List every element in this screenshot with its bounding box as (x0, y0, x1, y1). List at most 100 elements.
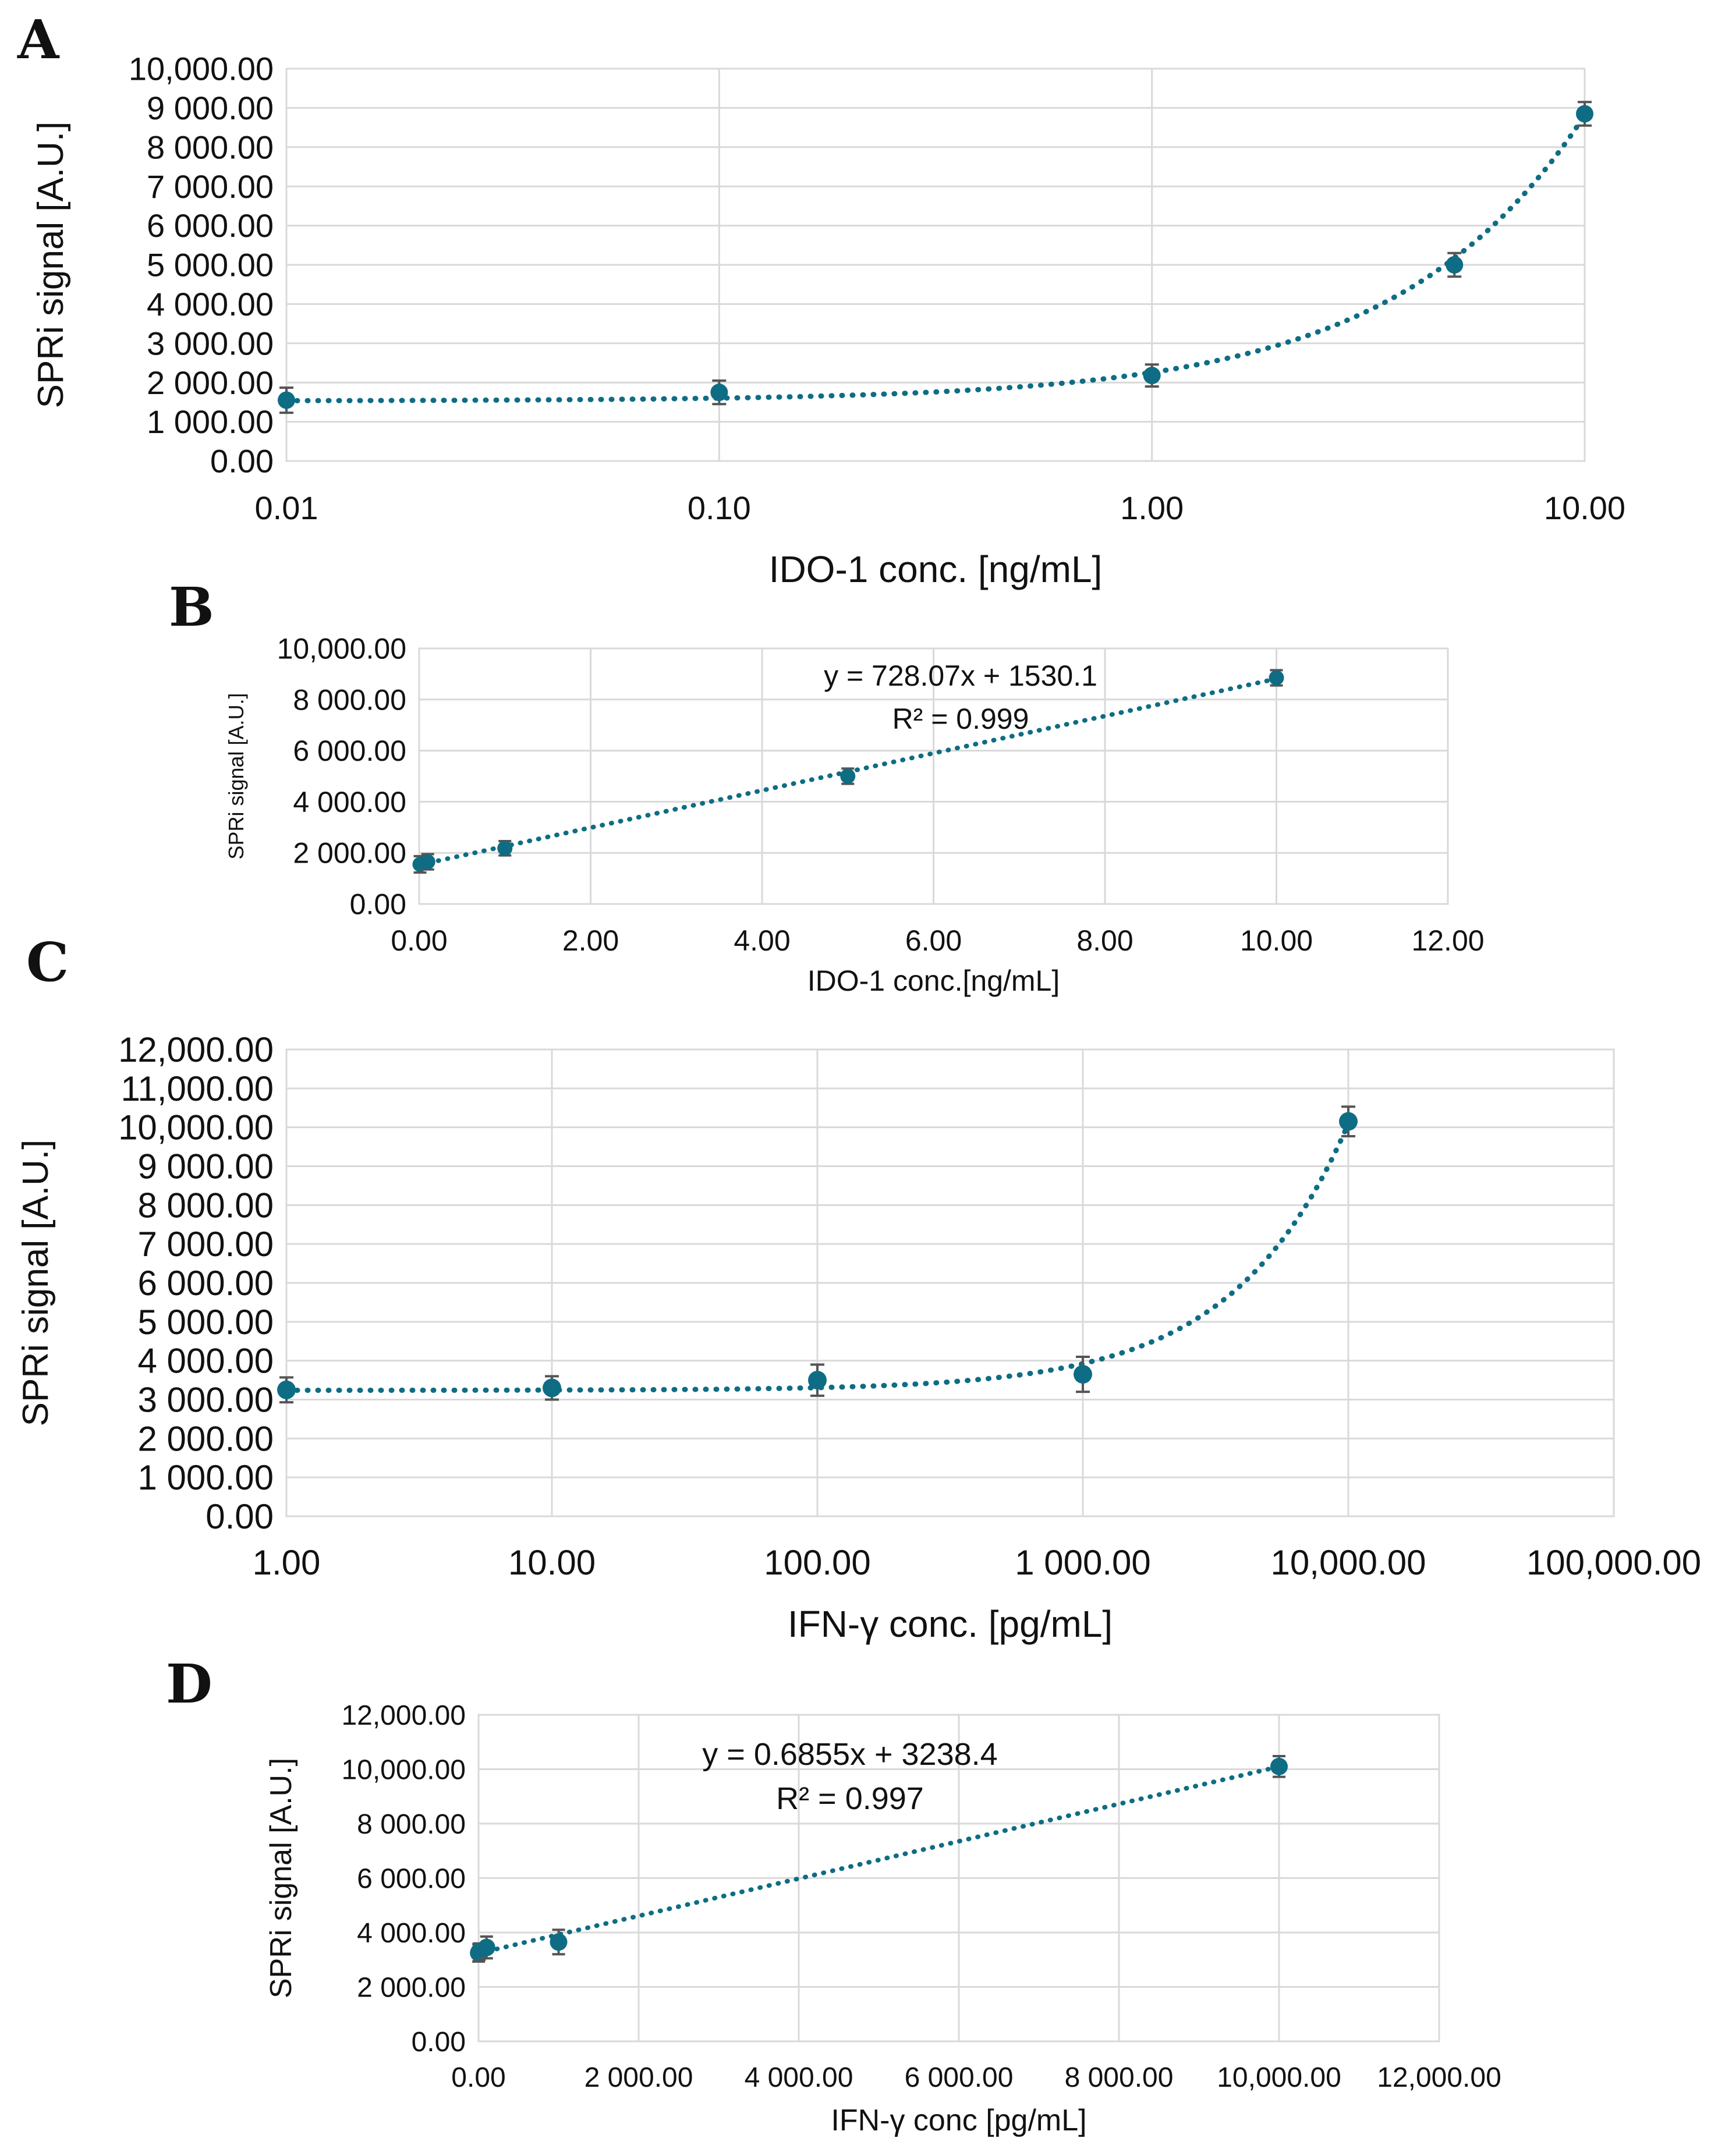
data-point (543, 1378, 561, 1398)
data-point (808, 1371, 827, 1390)
x-tick-label: 0.00 (451, 2062, 505, 2093)
x-axis-label: IFN-γ conc. [pg/mL] (788, 1603, 1113, 1645)
x-tick-label: 1 000.00 (1015, 1543, 1151, 1582)
data-point (840, 768, 856, 784)
data-point (420, 854, 435, 870)
plot-frame (477, 1714, 1440, 2042)
x-tick-label: 6 000.00 (905, 2062, 1014, 2093)
y-axis-label: SPRi signal [A.U.] (264, 1758, 298, 1998)
y-tick-label: 7 000.00 (147, 168, 274, 205)
data-point (497, 841, 513, 856)
x-tick-label: 0.10 (688, 490, 751, 526)
trendline (476, 1764, 1281, 1956)
panel-label-group: A B C D (17, 8, 214, 1715)
y-tick-label: 6 000.00 (293, 735, 406, 767)
y-tick-label: 7 000.00 (137, 1225, 274, 1264)
y-tick-label: 6 000.00 (137, 1264, 274, 1303)
x-tick-label: 10.00 (508, 1543, 596, 1582)
x-axis-label: IFN-γ conc [pg/mL] (831, 2104, 1086, 2137)
y-tick-label: 9 000.00 (137, 1147, 274, 1186)
x-tick-label: 2.00 (562, 924, 619, 957)
x-tick-label: 8.00 (1076, 924, 1133, 957)
chart-a: 0.001 000.002 000.003 000.004 000.005 00… (31, 51, 1625, 590)
y-tick-label: 4 000.00 (137, 1342, 274, 1381)
r-squared-label: R² = 0.997 (776, 1781, 924, 1816)
trendline-equation: y = 728.07x + 1530.1 (824, 659, 1097, 692)
y-tick-label: 4 000.00 (293, 786, 406, 818)
x-tick-label: 10,000.00 (1217, 2062, 1341, 2093)
y-axis-label: SPRi signal [A.U.] (224, 693, 248, 859)
x-tick-label: 1.00 (253, 1543, 321, 1582)
y-tick-label: 10,000.00 (277, 633, 406, 665)
y-tick-label: 3 000.00 (147, 325, 274, 361)
x-tick-label: 10,000.00 (1271, 1543, 1426, 1582)
x-tick-label: 4 000.00 (745, 2062, 853, 2093)
data-point (710, 384, 728, 402)
panel-label-c: C (26, 931, 69, 994)
y-tick-label: 10,000.00 (341, 1754, 466, 1785)
data-point (550, 1933, 568, 1951)
data-point (1576, 105, 1593, 123)
y-tick-label: 12,000.00 (341, 1700, 466, 1731)
data-point (1143, 367, 1161, 385)
y-axis-label: SPRi signal [A.U.] (31, 122, 71, 409)
y-tick-label: 8 000.00 (147, 129, 274, 165)
x-tick-label: 10.00 (1544, 490, 1625, 526)
y-tick-label: 0.00 (412, 2027, 466, 2058)
y-tick-label: 2 000.00 (293, 837, 406, 870)
y-tick-label: 2 000.00 (357, 1972, 466, 2003)
y-tick-label: 1 000.00 (147, 403, 274, 440)
chart-b: 0.00 2 000.00 4 000.00 6 000.00 8 000.00 10,0… (224, 633, 1485, 998)
y-axis-label: SPRi signal [A.U.] (16, 1140, 56, 1427)
y-tick-label: 8 000.00 (293, 683, 406, 716)
r-squared-label: R² = 0.999 (892, 703, 1029, 735)
y-tick-label: 2 000.00 (147, 364, 274, 401)
x-tick-label: 10.00 (1240, 924, 1313, 957)
y-tick-label: 3 000.00 (137, 1381, 274, 1420)
data-point (278, 391, 295, 409)
y-tick-label: 12,000.00 (118, 1030, 274, 1069)
trendline-equation: y = 0.6855x + 3238.4 (702, 1737, 997, 1772)
y-tick-label: 5 000.00 (137, 1303, 274, 1342)
y-tick-label: 0.00 (206, 1497, 274, 1536)
x-tick-label: 2 000.00 (585, 2062, 693, 2093)
x-tick-label: 12.00 (1411, 924, 1484, 957)
y-tick-label: 4 000.00 (147, 286, 274, 322)
x-tick-label: 6.00 (905, 924, 962, 957)
y-tick-label: 2 000.00 (137, 1419, 274, 1458)
y-tick-label: 8 000.00 (357, 1809, 466, 1840)
y-tick-label: 6 000.00 (357, 1863, 466, 1894)
data-point (1339, 1112, 1358, 1131)
y-tick-label: 1 000.00 (137, 1458, 274, 1497)
x-tick-label: 0.00 (391, 924, 447, 957)
x-axis-label: IDO-1 conc. [ng/mL] (769, 548, 1103, 590)
y-tick-label: 8 000.00 (137, 1186, 274, 1225)
plot-frame (418, 647, 1449, 905)
y-tick-label: 11,000.00 (121, 1069, 274, 1108)
panel-label-a: A (17, 8, 60, 71)
y-tick-label: 0.00 (210, 443, 274, 480)
x-axis-label: IDO-1 conc.[ng/mL] (807, 964, 1060, 997)
x-tick-label: 4.00 (734, 924, 790, 957)
x-tick-label: 0.01 (255, 490, 318, 526)
x-tick-label: 12,000.00 (1377, 2062, 1501, 2093)
trendline (284, 1120, 1351, 1393)
x-tick-label: 100,000.00 (1526, 1543, 1701, 1582)
x-tick-label: 1.00 (1120, 490, 1184, 526)
x-tick-label: 8 000.00 (1065, 2062, 1174, 2093)
y-tick-label: 5 000.00 (147, 247, 274, 283)
x-tick-label: 100.00 (764, 1543, 871, 1582)
data-point (1270, 1757, 1288, 1775)
panel-label-d: D (166, 1653, 212, 1715)
plot-frame (285, 68, 1586, 462)
chart-d: 0.00 2 000.00 4 000.00 6 000.00 8 000.00 10,0… (264, 1700, 1501, 2137)
y-tick-label: 9 000.00 (147, 90, 274, 126)
data-point (1446, 256, 1464, 274)
plot-frame (285, 1048, 1615, 1517)
data-point (277, 1380, 296, 1399)
trendline (284, 112, 1588, 403)
y-tick-label: 10,000.00 (118, 1108, 274, 1147)
data-point (1074, 1365, 1092, 1384)
y-tick-label: 6 000.00 (147, 207, 274, 244)
